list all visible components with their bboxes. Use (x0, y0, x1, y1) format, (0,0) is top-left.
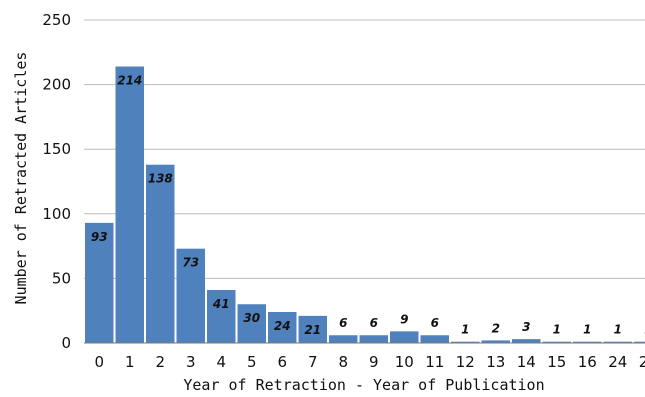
bar (512, 339, 541, 343)
data-label: 1 (583, 323, 591, 337)
bar (298, 315, 327, 343)
data-label: 3 (522, 320, 530, 334)
data-label: 6 (370, 316, 378, 330)
y-tick-label: 200 (42, 76, 71, 94)
bar (176, 248, 205, 343)
data-label: 9 (400, 312, 408, 326)
x-tick-label: 5 (247, 353, 257, 371)
x-tick-label: 9 (369, 353, 379, 371)
bar (115, 66, 144, 344)
bar (420, 335, 449, 343)
x-tick-label: 16 (578, 353, 597, 371)
bar (146, 164, 175, 343)
x-tick-label: 2 (155, 353, 165, 371)
x-tick-label: 10 (395, 353, 414, 371)
bar (451, 341, 480, 343)
data-label: 214 (117, 74, 142, 88)
x-tick-labels: 0123456789101112131415162425 (94, 353, 645, 371)
x-tick-label: 15 (547, 353, 566, 371)
x-tick-label: 12 (456, 353, 475, 371)
x-tick-label: 13 (486, 353, 505, 371)
data-label: 6 (431, 316, 439, 330)
data-label: 30 (243, 311, 260, 325)
data-label: 24 (274, 319, 291, 333)
bar (634, 341, 645, 343)
x-tick-label: 11 (425, 353, 444, 371)
data-label: 138 (148, 172, 173, 186)
x-tick-label: 1 (125, 353, 135, 371)
data-label: 2 (492, 321, 500, 335)
data-label: 93 (91, 230, 108, 244)
data-label: 73 (182, 256, 199, 270)
x-tick-label: 4 (216, 353, 226, 371)
data-label: 6 (339, 316, 347, 330)
data-label: 1 (614, 323, 622, 337)
y-tick-label: 250 (42, 11, 71, 29)
y-axis-title: Number of Retracted Articles (12, 52, 30, 305)
y-tick-label: 150 (42, 140, 71, 158)
bars (85, 66, 645, 344)
x-tick-label: 24 (608, 353, 627, 371)
x-tick-label: 3 (186, 353, 196, 371)
bar (268, 311, 297, 343)
y-tick-label: 100 (42, 205, 71, 223)
x-axis-title: Year of Retraction - Year of Publication (183, 376, 544, 394)
gridlines (84, 19, 645, 279)
x-tick-label: 6 (277, 353, 287, 371)
data-label: 1 (553, 323, 561, 337)
y-tick-label: 0 (61, 334, 71, 352)
bar (329, 335, 358, 343)
bar (542, 341, 571, 343)
data-labels: 93214138734130242166961231111 (91, 74, 645, 337)
x-tick-label: 7 (308, 353, 318, 371)
x-tick-label: 14 (517, 353, 536, 371)
data-label: 41 (212, 297, 230, 311)
bar (207, 290, 236, 343)
x-tick-label: 8 (338, 353, 348, 371)
bar (573, 341, 602, 343)
y-tick-label: 50 (52, 269, 71, 287)
bar (603, 341, 632, 343)
data-label: 1 (461, 323, 469, 337)
bar (390, 331, 419, 343)
x-tick-label: 25 (639, 353, 645, 371)
x-tick-label: 0 (94, 353, 104, 371)
bar (237, 304, 266, 343)
bar (481, 340, 510, 343)
y-tick-labels: 0 50 100 150 200 250 (42, 11, 71, 352)
bar (359, 335, 388, 343)
data-label: 21 (304, 323, 321, 337)
bar (85, 222, 114, 343)
